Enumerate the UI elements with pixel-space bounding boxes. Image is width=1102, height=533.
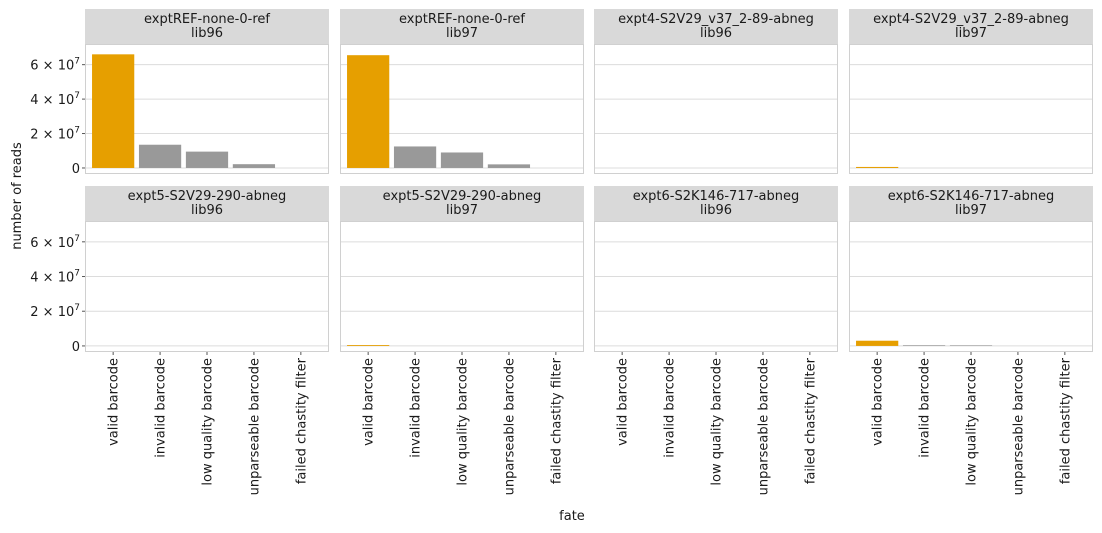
facet-strip-sublabel: lib97 — [446, 203, 478, 218]
bar — [232, 164, 276, 168]
bar — [92, 54, 135, 168]
panel-background — [594, 44, 838, 174]
x-tick-label: failed chastity filter — [803, 357, 818, 484]
facet-strip-label: expt5-S2V29-290-abneg — [128, 189, 287, 204]
facet-strip-sublabel: lib97 — [446, 26, 478, 41]
bar — [185, 151, 229, 168]
x-tick-label: low quality barcode — [710, 358, 725, 486]
x-tick-label: invalid barcode — [154, 358, 169, 458]
x-tick-label: invalid barcode — [663, 358, 678, 458]
x-tick-label: unparseable barcode — [756, 358, 771, 495]
x-tick-label: invalid barcode — [409, 358, 424, 458]
x-tick-label: failed chastity filter — [1058, 357, 1073, 484]
facet-strip-label: expt6-S2K146-717-abneg — [888, 189, 1055, 204]
x-tick-label: invalid barcode — [918, 358, 933, 458]
x-tick-label: valid barcode — [362, 358, 377, 446]
facet-strip-label: expt6-S2K146-717-abneg — [633, 189, 800, 204]
facet-strip-label: expt5-S2V29-290-abneg — [383, 189, 542, 204]
x-tick-label: unparseable barcode — [502, 358, 517, 495]
bar — [440, 152, 484, 168]
facet-strip-label: expt4-S2V29_v37_2-89-abneg — [618, 12, 814, 27]
bar — [856, 166, 899, 168]
x-tick-label: low quality barcode — [201, 358, 216, 486]
x-tick-label: valid barcode — [616, 358, 631, 446]
y-tick-exponent: 7 — [74, 57, 80, 67]
x-tick-label: failed chastity filter — [549, 357, 564, 484]
y-tick-label: 6 × 107 — [30, 234, 80, 251]
facet-strip-sublabel: lib97 — [955, 26, 987, 41]
y-tick-exponent: 7 — [74, 303, 80, 313]
panel-background — [849, 221, 1093, 352]
bar — [393, 146, 437, 168]
x-tick-label: unparseable barcode — [247, 358, 262, 495]
panel-background — [340, 221, 584, 352]
bar — [347, 345, 390, 346]
y-tick-exponent: 7 — [74, 269, 80, 279]
x-tick-label: unparseable barcode — [1011, 358, 1026, 495]
x-axis-title: fate — [559, 509, 585, 524]
bar — [347, 55, 390, 168]
facet-strip — [594, 186, 838, 221]
facet-strip-label: exptREF-none-0-ref — [399, 12, 525, 27]
y-tick-label: 2 × 107 — [30, 126, 80, 143]
facet-strip — [849, 186, 1093, 221]
y-tick-exponent: 7 — [74, 126, 80, 136]
x-tick-label: low quality barcode — [456, 358, 471, 486]
facet-strip — [340, 9, 584, 44]
facet-strip — [849, 9, 1093, 44]
y-tick-exponent: 7 — [74, 91, 80, 101]
x-tick-label: failed chastity filter — [294, 357, 309, 484]
bar — [856, 340, 899, 346]
bar — [487, 164, 531, 168]
facet-strip-label: expt4-S2V29_v37_2-89-abneg — [873, 12, 1069, 27]
panel-background — [85, 221, 329, 352]
bar — [902, 345, 946, 346]
x-tick-label: valid barcode — [107, 358, 122, 446]
facet-strip-sublabel: lib97 — [955, 203, 987, 218]
y-tick-label: 4 × 107 — [30, 91, 80, 108]
x-tick-label: low quality barcode — [965, 358, 980, 486]
bar — [949, 345, 993, 346]
y-tick-exponent: 7 — [74, 234, 80, 244]
facet-strip — [85, 9, 329, 44]
facet-strip-sublabel: lib96 — [191, 26, 223, 41]
y-tick-label: 4 × 107 — [30, 269, 80, 286]
x-tick-label: valid barcode — [871, 358, 886, 446]
facet-strip-sublabel: lib96 — [700, 203, 732, 218]
facet-strip — [85, 186, 329, 221]
bar — [138, 144, 182, 168]
y-tick-label: 6 × 107 — [30, 57, 80, 74]
y-tick-label: 2 × 107 — [30, 303, 80, 320]
facet-strip-sublabel: lib96 — [191, 203, 223, 218]
y-tick-label: 0 — [72, 340, 80, 355]
y-axis-title: number of reads — [10, 142, 25, 250]
facet-strip-sublabel: lib96 — [700, 26, 732, 41]
y-tick-label: 0 — [72, 162, 80, 177]
facet-strip — [340, 186, 584, 221]
panel-background — [594, 221, 838, 352]
panel-background — [849, 44, 1093, 174]
facet-strip-label: exptREF-none-0-ref — [144, 12, 270, 27]
facet-strip — [594, 9, 838, 44]
